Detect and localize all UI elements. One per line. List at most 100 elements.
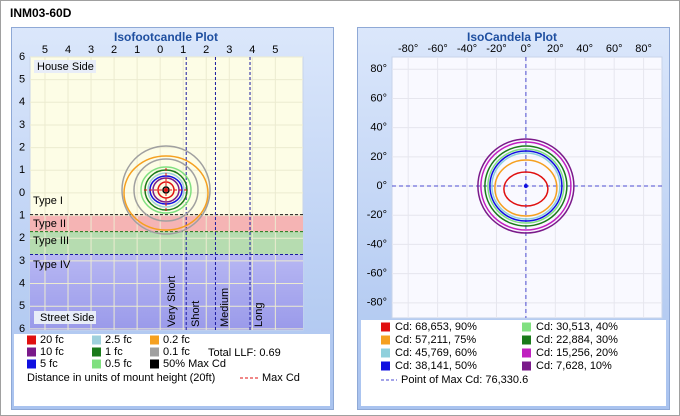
y-tick-label: 3 bbox=[19, 119, 25, 131]
type-label: Type I bbox=[33, 195, 63, 207]
legend-box bbox=[361, 320, 666, 406]
legend-label: Cd: 68,653, 90% bbox=[395, 321, 477, 333]
y-tick-label: 2 bbox=[19, 232, 25, 244]
y-tick-label: 80° bbox=[370, 63, 387, 75]
y-tick-label: 0° bbox=[376, 180, 387, 192]
legend-swatch bbox=[522, 348, 531, 358]
legend-swatch bbox=[381, 322, 390, 332]
x-tick-label: -60° bbox=[427, 43, 447, 55]
legend-swatch bbox=[150, 359, 159, 369]
legend-swatch bbox=[150, 347, 159, 357]
isocandela-contour bbox=[489, 150, 563, 222]
legend-swatch bbox=[92, 359, 101, 369]
x-tick-label: 0 bbox=[157, 44, 163, 56]
legend-label: Cd: 22,884, 30% bbox=[536, 334, 618, 346]
x-tick-label: 4 bbox=[65, 44, 71, 56]
max-point-label: Point of Max Cd: 76,330.6 bbox=[401, 374, 528, 386]
side-box bbox=[34, 60, 96, 73]
x-tick-label: -80° bbox=[398, 43, 418, 55]
legend-box bbox=[14, 334, 330, 406]
y-tick-label: 5 bbox=[19, 74, 25, 86]
distance-label: Medium bbox=[219, 288, 231, 327]
legend-label: 10 fc bbox=[40, 346, 64, 358]
x-tick-label: 4 bbox=[249, 44, 255, 56]
isocandela-contour bbox=[480, 141, 572, 231]
y-tick-label: -20° bbox=[367, 209, 387, 221]
legend-swatch bbox=[92, 347, 101, 357]
type-band bbox=[30, 214, 303, 232]
window-title: INM03-60D bbox=[10, 6, 72, 20]
legend-swatch bbox=[522, 322, 531, 332]
x-tick-label: 0° bbox=[521, 43, 532, 55]
isofootcandle-contour bbox=[133, 158, 199, 222]
legend-swatch bbox=[522, 335, 531, 345]
side-label: Street Side bbox=[40, 312, 94, 324]
y-tick-label: -80° bbox=[367, 297, 387, 309]
y-tick-label: 40° bbox=[370, 122, 387, 134]
x-tick-label: 3 bbox=[88, 44, 94, 56]
legend-swatch bbox=[381, 335, 390, 345]
x-tick-label: 5 bbox=[272, 44, 278, 56]
legend-swatch bbox=[27, 347, 36, 357]
y-tick-label: 2 bbox=[19, 142, 25, 154]
y-tick-label: 20° bbox=[370, 151, 387, 163]
legend-swatch bbox=[27, 335, 36, 345]
y-tick-label: 4 bbox=[19, 96, 25, 108]
y-tick-label: 4 bbox=[19, 277, 25, 289]
side-label: House Side bbox=[37, 61, 94, 73]
x-tick-label: -20° bbox=[486, 43, 506, 55]
distance-label: Short bbox=[190, 301, 202, 327]
y-tick-label: 3 bbox=[19, 255, 25, 267]
legend-label: Cd: 7,628, 10% bbox=[536, 360, 612, 372]
y-tick-label: 6 bbox=[19, 323, 25, 335]
x-tick-label: 5 bbox=[42, 44, 48, 56]
distance-note: Distance in units of mount height (20ft) bbox=[27, 372, 215, 384]
max-cd-label: Max Cd bbox=[262, 372, 300, 384]
isofootcandle-contour bbox=[140, 166, 192, 214]
isocandela-contour bbox=[477, 138, 575, 234]
legend-swatch bbox=[522, 361, 531, 371]
isocandela-contour bbox=[484, 145, 568, 227]
isocandela-contour bbox=[503, 171, 549, 207]
x-tick-label: 80° bbox=[635, 43, 652, 55]
legend-label: 5 fc bbox=[40, 358, 58, 370]
type-label: Type IV bbox=[33, 259, 71, 271]
legend-label: Cd: 45,769, 60% bbox=[395, 347, 477, 359]
isofootcandle-contour bbox=[123, 155, 209, 231]
isocandela-contour bbox=[487, 148, 565, 224]
distance-label: Long bbox=[253, 303, 265, 327]
legend-label: Cd: 38,141, 50% bbox=[395, 360, 477, 372]
legend-label: Cd: 30,513, 40% bbox=[536, 321, 618, 333]
x-tick-label: 40° bbox=[576, 43, 593, 55]
x-tick-label: -40° bbox=[457, 43, 477, 55]
distance-label: Very Short bbox=[166, 276, 178, 327]
panel-title: IsoCandela Plot bbox=[467, 30, 557, 44]
x-tick-label: 2 bbox=[203, 44, 209, 56]
y-tick-label: 5 bbox=[19, 300, 25, 312]
y-tick-label: 1 bbox=[19, 209, 25, 221]
y-tick-label: 0 bbox=[19, 187, 25, 199]
y-tick-label: -40° bbox=[367, 238, 387, 250]
isocandela-contour bbox=[494, 159, 558, 217]
max-point bbox=[523, 184, 528, 189]
type-label: Type II bbox=[33, 218, 66, 230]
x-tick-label: 3 bbox=[226, 44, 232, 56]
x-tick-label: 1 bbox=[134, 44, 140, 56]
legend-swatch bbox=[150, 335, 159, 345]
legend-swatch bbox=[381, 361, 390, 371]
legend-label: 0.2 fc bbox=[163, 334, 190, 346]
legend-label: Cd: 57,211, 75% bbox=[395, 334, 476, 346]
type-label: Type III bbox=[33, 235, 69, 247]
x-tick-label: 2 bbox=[111, 44, 117, 56]
type-band bbox=[30, 231, 303, 255]
x-tick-label: 60° bbox=[606, 43, 623, 55]
y-tick-label: 6 bbox=[19, 51, 25, 63]
isocandela-contour bbox=[491, 152, 561, 220]
legend-label: 0.5 fc bbox=[105, 358, 132, 370]
llf-label: Total LLF: 0.69 bbox=[208, 347, 281, 359]
x-tick-label: 20° bbox=[547, 43, 564, 55]
legend-swatch bbox=[381, 348, 390, 358]
max-cd-point bbox=[164, 188, 168, 192]
legend-swatch bbox=[27, 359, 36, 369]
